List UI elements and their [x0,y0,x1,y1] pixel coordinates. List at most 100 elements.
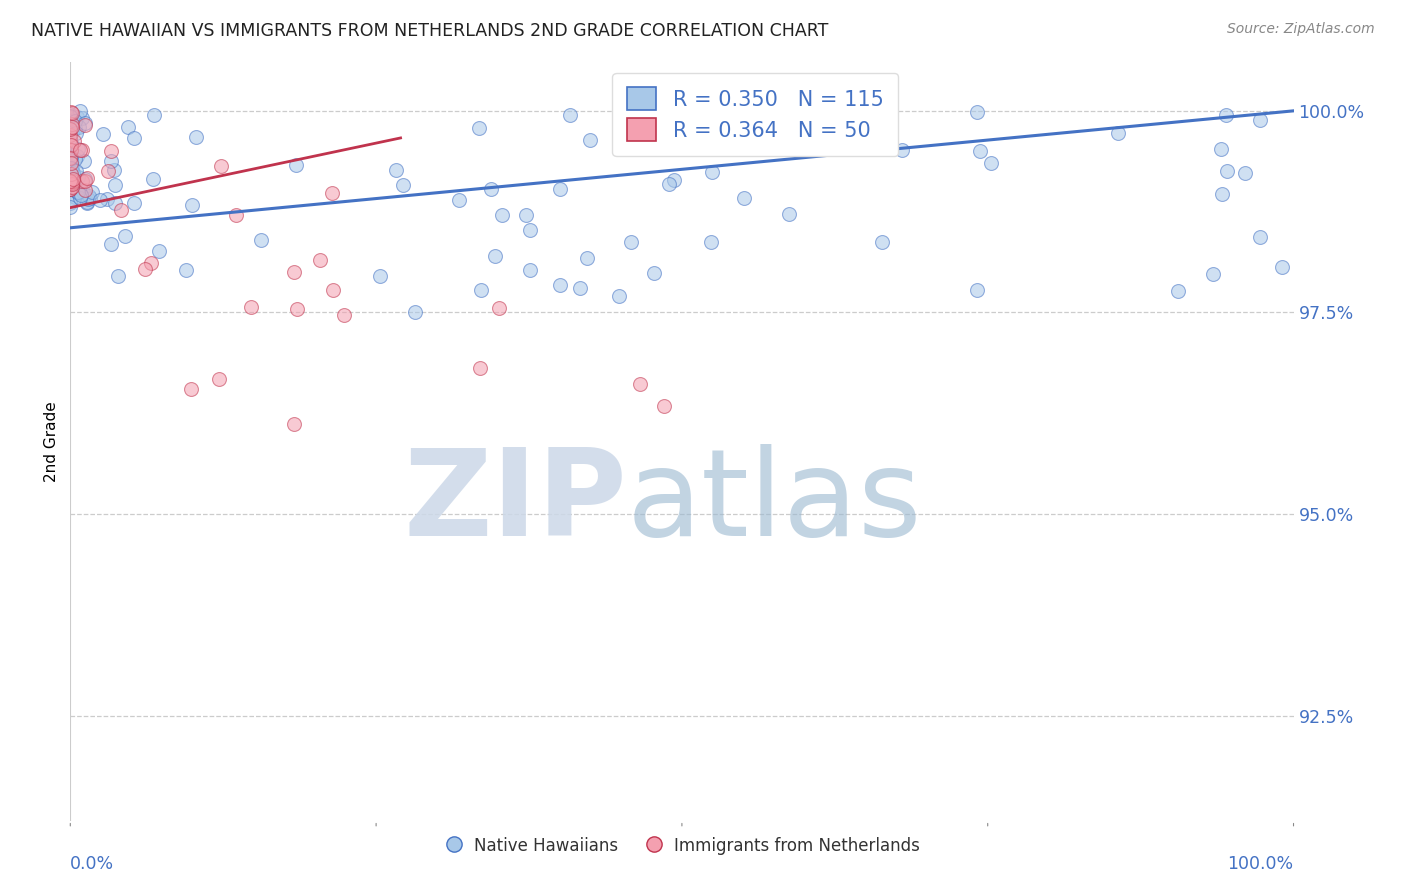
Point [63,180,86,194]
Point [59,200,82,214]
Point [550,182,572,196]
Point [67,120,90,134]
Point [240,300,263,314]
Point [60,120,83,134]
Point [139,256,162,270]
Point [285,158,308,172]
Point [65,149,87,163]
Point [59,104,82,119]
Point [65,190,87,204]
Point [966,105,988,120]
Point [700,235,723,249]
Point [63,134,86,148]
Point [405,305,427,319]
Point [69,103,91,118]
Point [59,196,82,211]
Point [470,283,492,297]
Point [72,154,94,169]
Point [1249,113,1271,128]
Point [643,266,665,280]
Point [122,131,145,145]
Point [65,152,87,166]
Point [484,249,506,263]
Point [59,177,82,191]
Point [122,196,145,211]
Point [117,120,139,134]
Point [321,186,343,201]
Point [69,191,91,205]
Point [59,179,82,194]
Point [1107,126,1129,140]
Point [1249,229,1271,244]
Point [66,110,89,124]
Point [59,167,82,181]
Text: atlas: atlas [627,443,922,561]
Point [447,193,470,207]
Point [180,382,202,396]
Point [59,109,82,123]
Point [1215,108,1237,122]
Point [75,116,97,130]
Point [70,187,93,202]
Point [250,233,273,247]
Point [1234,166,1257,180]
Point [309,253,332,268]
Text: 0.0%: 0.0% [70,855,114,872]
Point [107,268,129,283]
Point [870,235,893,249]
Point [59,121,82,136]
Point [62,166,84,180]
Point [59,151,82,165]
Point [569,281,592,295]
Point [65,164,87,178]
Point [66,185,89,199]
Point [891,143,914,157]
Point [59,152,82,166]
Point [778,207,800,221]
Point [70,143,93,157]
Point [1271,260,1294,275]
Point [283,417,305,431]
Point [209,159,232,173]
Point [578,132,600,146]
Point [104,178,127,192]
Point [72,111,94,125]
Point [60,177,83,191]
Point [548,278,571,293]
Point [1209,142,1232,156]
Point [59,114,82,128]
Point [1216,164,1239,178]
Point [59,131,82,145]
Point [75,171,97,186]
Point [60,161,83,176]
Point [89,193,111,207]
Point [69,143,91,157]
Point [662,173,685,187]
Point [491,208,513,222]
Point [519,223,541,237]
Point [96,192,118,206]
Point [1167,284,1189,298]
Point [59,150,82,164]
Point [62,174,84,188]
Point [76,170,98,185]
Point [91,127,114,141]
Point [208,372,231,386]
Point [519,263,541,277]
Text: Source: ZipAtlas.com: Source: ZipAtlas.com [1227,22,1375,37]
Point [60,105,83,120]
Point [60,179,83,194]
Point [59,136,82,151]
Point [576,251,599,265]
Point [59,174,82,188]
Point [59,148,82,162]
Point [100,153,122,168]
Point [59,175,82,189]
Point [733,191,755,205]
Point [470,360,492,375]
Point [103,163,125,178]
Point [66,142,89,156]
Point [59,107,82,121]
Point [63,113,86,128]
Point [181,198,204,212]
